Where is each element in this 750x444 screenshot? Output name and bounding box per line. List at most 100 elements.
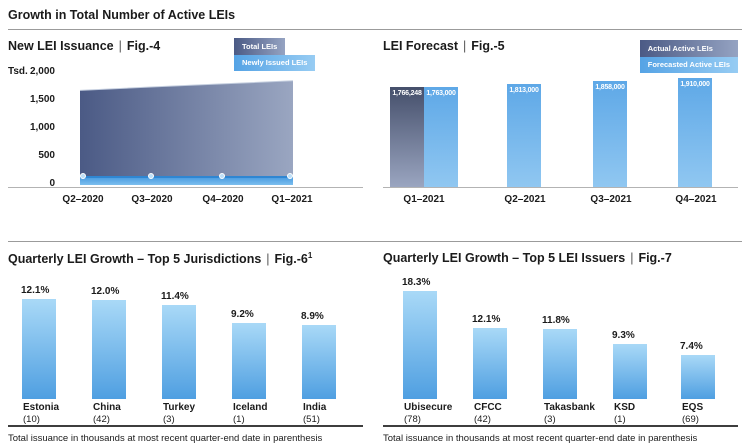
category-label: Ubisecure (78) [404, 402, 453, 425]
heading-pipe: | [630, 251, 634, 265]
category-label: Iceland (1) [233, 402, 268, 425]
panel-new-lei-issuance: New LEI Issuance | Fig.-4 Total LEIs Newly… [8, 30, 363, 208]
fig6-bar [92, 299, 126, 399]
fig6-bar-column: 12.1% [21, 285, 56, 399]
legend-newly-issued-leis: Newly Issued LEIs [234, 54, 316, 71]
fig6-bar [22, 299, 56, 399]
fig4-fig-label: Fig.-4 [126, 39, 161, 53]
fig4-chart: Tsd. 2,000 1,500 1,000 500 0 [8, 58, 363, 208]
heading-pipe: | [266, 252, 270, 267]
category-label: Takasbank (3) [544, 402, 595, 425]
heading-pipe: | [118, 39, 122, 53]
fig7-bar-column: 12.1% [472, 313, 507, 399]
fig5-bar-value: 1,763,000 [426, 90, 456, 97]
fig7-plot-area: 18.3% 12.1% 11.8% 9.3% 7.4% [383, 271, 738, 399]
category-label: CFCC (42) [474, 402, 502, 425]
panel-top5-lei-issuers: Quarterly LEI Growth – Top 5 LEI Issuers… [383, 242, 738, 444]
fig4-x-label: Q2–2020 [62, 194, 104, 205]
fig7-bar [613, 344, 647, 399]
fig6-title: Quarterly LEI Growth – Top 5 Jurisdictio… [8, 252, 262, 267]
fig4-plot-area [80, 73, 293, 185]
fig5-bar-forecast: 1,813,000 [507, 83, 541, 187]
fig6-plot-area: 12.1% 12.0% 11.4% 9.2% 8.9% [8, 271, 363, 399]
fig6-fig-label: Fig.-6 [274, 252, 308, 267]
fig5-title: LEI Forecast [383, 39, 459, 53]
fig5-x-label: Q1–2021 [403, 194, 445, 205]
fig4-x-axis-line [8, 187, 363, 188]
fig6-category-labels: Estonia (10) China (42) Turkey (3) Iceland(… [8, 401, 363, 427]
fig4-y-tick: 0 [49, 178, 55, 189]
fig7-bar [473, 327, 507, 399]
fig7-bar [681, 355, 715, 399]
top-divider [8, 29, 742, 30]
fig6-bar-column: 12.0% [91, 285, 126, 399]
fig7-bar-label: 9.3% [612, 330, 635, 342]
fig7-bar-column: 11.8% [542, 315, 577, 399]
panel-top5-jurisdictions: Quarterly LEI Growth – Top 5 Jurisdictio… [8, 242, 363, 444]
category-label: EQS (69) [682, 402, 704, 425]
fig7-heading: Quarterly LEI Growth – Top 5 LEI Issuers… [383, 242, 738, 269]
category-label: India (51) [303, 402, 327, 425]
fig4-data-marker [287, 173, 293, 179]
fig4-x-label: Q4–2020 [202, 194, 244, 205]
fig7-bar-label: 12.1% [472, 313, 501, 325]
fig7-bar-column: 18.3% [402, 277, 437, 399]
fig7-fig-label: Fig.-7 [638, 251, 672, 265]
fig5-plot-area: 1,766,248 1,763,000 1,813,000 1,858,000 … [383, 58, 738, 187]
fig6-footnote-marker: 1 [307, 251, 313, 260]
category-label: Turkey (3) [163, 402, 196, 425]
legend-forecasted-active-leis: Forecasted Active LEIs [639, 56, 738, 73]
fig4-x-label: Q1–2021 [271, 194, 313, 205]
fig6-bar-column: 8.9% [301, 311, 336, 399]
fig5-x-label: Q3–2021 [590, 194, 632, 205]
fig6-bar [232, 323, 266, 399]
fig6-bar [162, 304, 196, 399]
fig5-legend: Actual Active LEIs Forecasted Active LEI… [639, 40, 738, 73]
fig6-bar-label: 11.4% [161, 290, 189, 302]
fig6-bar-label: 9.2% [231, 309, 254, 320]
fig7-category-labels: Ubisecure (78) CFCC (42) Takasbank (3) KSD(… [383, 401, 738, 427]
category-label: Estonia (10) [23, 402, 60, 425]
fig4-y-tick: 2,000 [29, 66, 55, 77]
fig4-y-tick: 500 [38, 150, 55, 161]
legend-actual-active-leis: Actual Active LEIs [639, 40, 738, 57]
fig6-bar-column: 11.4% [161, 290, 196, 399]
fig4-data-marker [80, 173, 86, 179]
fig5-x-axis-line [383, 187, 738, 188]
fig4-title: New LEI Issuance [8, 39, 114, 53]
fig4-y-axis-unit: Tsd. [8, 66, 28, 77]
fig4-heading: New LEI Issuance | Fig.-4 [8, 30, 363, 57]
fig5-bar-value: 1,910,000 [680, 81, 710, 88]
bottom-row: Quarterly LEI Growth – Top 5 Jurisdictio… [8, 242, 742, 444]
fig6-bar [302, 325, 336, 399]
fig6-bar-column: 9.2% [231, 309, 266, 399]
fig4-data-marker [219, 173, 225, 179]
fig4-newly-issued-strip [80, 173, 293, 185]
top-row: New LEI Issuance | Fig.-4 Total LEIs Newly… [8, 30, 742, 208]
category-label: China (42) [93, 402, 121, 425]
fig7-footnote: Total issuance in thousands at most rece… [383, 433, 698, 444]
fig5-bar-forecast: 1,763,000 [424, 87, 458, 187]
fig5-fig-label: Fig.-5 [471, 39, 505, 53]
fig7-bar [543, 329, 577, 399]
fig4-x-label: Q3–2020 [131, 194, 173, 205]
legend-total-leis: Total LEIs [234, 38, 286, 55]
fig5-chart: 1,766,248 1,763,000 1,813,000 1,858,000 … [383, 58, 738, 208]
fig6-footnote: Total issuance in thousands at most rece… [8, 433, 323, 444]
fig6-heading: Quarterly LEI Growth – Top 5 Jurisdictio… [8, 242, 363, 269]
fig5-bar-actual: 1,766,248 [390, 86, 424, 187]
fig4-total-leis-area [80, 80, 293, 185]
fig6-bar-label: 12.1% [21, 285, 50, 296]
fig6-bar-label: 8.9% [301, 311, 324, 323]
fig5-bar-value: 1,858,000 [595, 84, 625, 92]
fig7-bar-column: 9.3% [612, 330, 647, 399]
fig6-bar-label: 12.0% [91, 285, 120, 297]
page-title: Growth in Total Number of Active LEIs [8, 8, 236, 22]
fig5-bar-value: 1,766,248 [392, 89, 422, 97]
fig7-bar-column: 7.4% [680, 341, 715, 399]
fig5-heading: LEI Forecast | Fig.-5 [383, 30, 738, 57]
fig4-data-marker [148, 173, 154, 179]
fig5-bar-value: 1,813,000 [509, 86, 539, 94]
middle-divider [8, 241, 742, 242]
fig4-y-tick: 1,000 [29, 122, 55, 133]
